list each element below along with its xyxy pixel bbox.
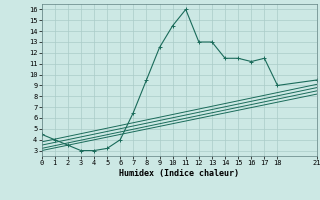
X-axis label: Humidex (Indice chaleur): Humidex (Indice chaleur) xyxy=(119,169,239,178)
